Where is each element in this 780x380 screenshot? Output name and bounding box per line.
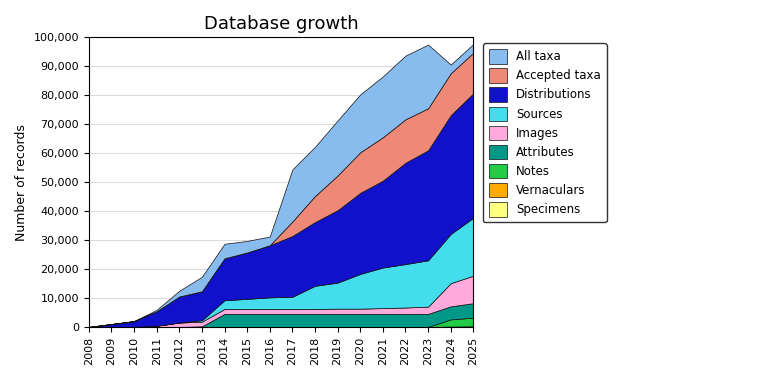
Legend: All taxa, Accepted taxa, Distributions, Sources, Images, Attributes, Notes, Vern: All taxa, Accepted taxa, Distributions, … bbox=[483, 43, 607, 222]
Y-axis label: Number of records: Number of records bbox=[15, 124, 28, 241]
Title: Database growth: Database growth bbox=[204, 15, 358, 33]
